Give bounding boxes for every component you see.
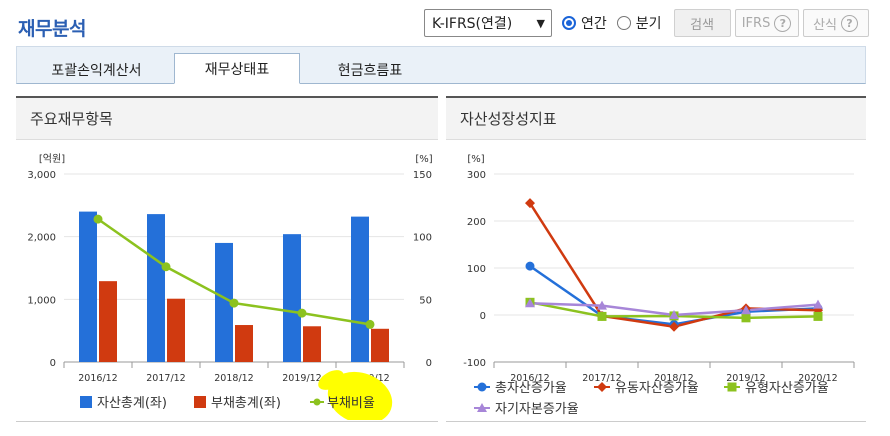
series-point: [813, 299, 823, 309]
asset-growth-panel: 자산성장성지표 [%] -100 0 100 200 300 2016/12 2017/12 2…: [446, 96, 866, 422]
question-mark-icon: ?: [840, 14, 858, 32]
ifrs-label: IFRS: [741, 15, 771, 31]
chevron-down-icon: ▼: [536, 16, 545, 30]
x-tick-label: 2019/12: [726, 373, 765, 384]
main-financials-panel: 주요재무항목 [억원] [%] 0 1,000 2,000 3,000 0 50 100 150 2…: [16, 96, 438, 425]
y2-tick-label: 100: [413, 233, 432, 244]
y-tick-label: 0: [50, 358, 56, 369]
search-button[interactable]: 검색: [673, 9, 731, 37]
panel-title: 자산성장성지표: [446, 96, 866, 140]
series-point: [597, 300, 607, 310]
radio-annual[interactable]: 연간: [562, 13, 607, 33]
legend-swatch: [80, 396, 92, 408]
legend-label: 자산총계(좌): [97, 396, 167, 411]
x-tick-label: 2019/12: [282, 373, 321, 384]
radio-unchecked-icon: [616, 16, 631, 30]
y-tick-label: 100: [467, 264, 486, 275]
formula-label: 산식: [813, 17, 837, 33]
radio-quarter[interactable]: 분기: [616, 13, 662, 33]
formula-help-button[interactable]: 산식 ?: [802, 9, 869, 37]
accounting-standard-value: K-IFRS(연결): [432, 16, 513, 32]
tab-cash-flow[interactable]: 현금흐름표: [337, 62, 403, 79]
series-point: [597, 311, 607, 321]
panel-title: 주요재무항목: [16, 96, 438, 140]
y-tick-label: 1,000: [27, 295, 56, 306]
legend-marker: [727, 382, 737, 392]
series-point: [525, 261, 535, 271]
legend-swatch: [313, 398, 321, 406]
legend-label: 유동자산증가율: [615, 381, 699, 396]
radio-annual-label: 연간: [581, 16, 607, 32]
x-tick-label: 2017/12: [582, 373, 621, 384]
line-point: [93, 214, 103, 224]
bar: [215, 242, 233, 362]
legend-label: 부채비율: [327, 396, 375, 411]
line-point: [297, 308, 307, 318]
bar: [79, 211, 97, 362]
y2-tick-label: 50: [419, 295, 432, 306]
asset-growth-chart: [%] -100 0 100 200 300 2016/12 2017/12 2018/12 20…: [463, 154, 855, 417]
bar: [303, 326, 321, 362]
debt-ratio-line: [97, 218, 371, 326]
statement-tabs: 포괄손익계산서 재무상태표 현금흐름표: [16, 46, 866, 84]
series-point: [525, 198, 535, 209]
bar: [167, 298, 185, 362]
series-point: [813, 311, 823, 321]
y-axis-unit: [%]: [467, 154, 484, 165]
y-tick-label: -100: [463, 358, 486, 369]
accounting-standard-select[interactable]: K-IFRS(연결) ▼: [424, 9, 552, 37]
tab-income-statement[interactable]: 포괄손익계산서: [51, 62, 142, 79]
main-financials-chart: [억원] [%] 0 1,000 2,000 3,000 0 50 100 150 2016/12 2…: [27, 153, 433, 425]
bar: [99, 281, 117, 362]
line-point: [161, 262, 171, 272]
y-tick-label: 0: [480, 311, 486, 322]
series-point: [669, 310, 679, 319]
bar: [147, 214, 165, 362]
legend-label: 자기자본증가율: [495, 402, 579, 417]
series-point: [741, 305, 751, 315]
radio-quarter-label: 분기: [635, 16, 662, 32]
radio-checked-icon: [562, 16, 576, 30]
legend-marker: [477, 403, 487, 412]
bar: [351, 216, 369, 362]
question-mark-icon: ?: [774, 14, 792, 32]
legend-marker: [477, 382, 487, 392]
line-point: [365, 319, 375, 329]
bar: [235, 325, 253, 362]
legend-label: 총자산증가율: [495, 381, 567, 396]
x-tick-label: 2016/12: [78, 373, 117, 384]
legend-marker: [597, 382, 607, 392]
page-title: 재무분석: [18, 18, 86, 40]
bar: [371, 328, 389, 362]
x-tick-label: 2017/12: [146, 373, 185, 384]
y-tick-label: 200: [467, 217, 486, 228]
x-tick-label: 2018/12: [214, 373, 253, 384]
y2-tick-label: 150: [413, 170, 432, 181]
right-axis-unit: [%]: [415, 154, 432, 165]
tab-balance-sheet[interactable]: 재무상태표: [174, 53, 300, 84]
highlight-annotation: [327, 371, 393, 425]
x-tick-label: 2018/12: [654, 373, 693, 384]
y-tick-label: 2,000: [27, 233, 56, 244]
legend-label: 유형자산증가율: [745, 381, 829, 396]
toolbar: K-IFRS(연결) ▼ 연간 분기 검색 IFRS ? 산식 ?: [424, 9, 869, 37]
line-point: [229, 298, 239, 308]
bar: [283, 234, 301, 362]
x-tick-label: 2020/12: [798, 373, 837, 384]
y-tick-label: 3,000: [27, 170, 56, 181]
legend-label: 부채총계(좌): [211, 396, 281, 411]
y2-tick-label: 0: [426, 358, 432, 369]
x-tick-label: 2016/12: [510, 373, 549, 384]
ifrs-help-button[interactable]: IFRS ?: [734, 9, 799, 37]
left-axis-unit: [억원]: [39, 153, 65, 165]
highlight-annotation: [318, 370, 344, 390]
legend-swatch: [194, 396, 206, 408]
y-tick-label: 300: [467, 170, 486, 181]
series-point: [669, 321, 679, 332]
series-point: [741, 313, 751, 323]
series-point: [525, 298, 535, 308]
